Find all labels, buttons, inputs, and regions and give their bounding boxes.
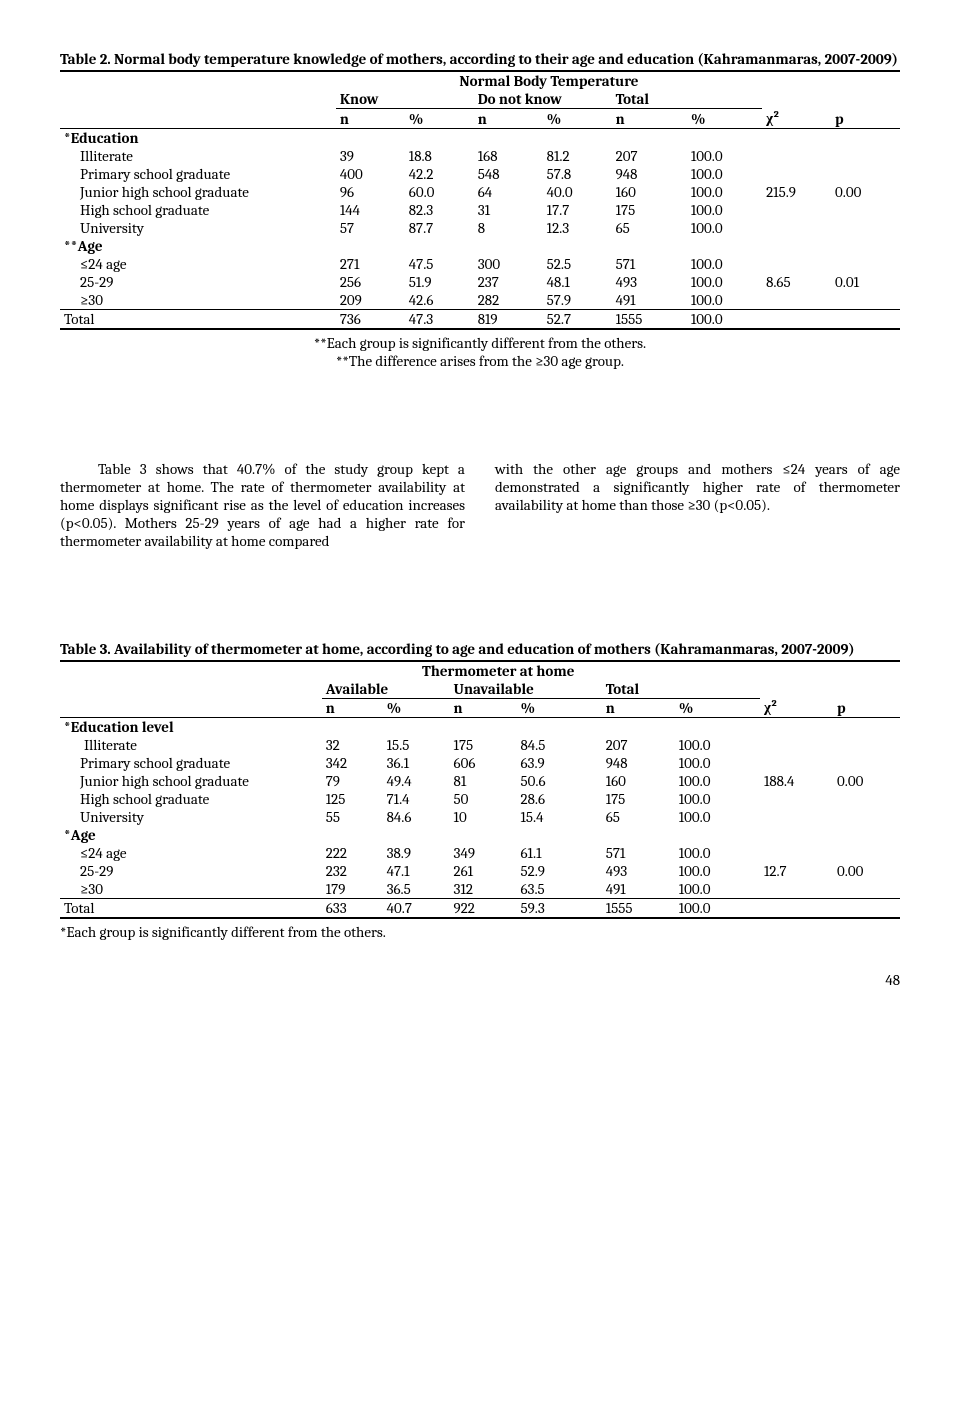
col-chi: χ² (762, 109, 831, 129)
table-row: ≥3017936.531263.5491100.0 (60, 880, 900, 899)
body-right: with the other age groups and mothers ≤2… (495, 460, 900, 550)
table3-group-available: Available (322, 680, 450, 699)
table-row: Illiterate3215.517584.5207100.0 (60, 736, 900, 754)
table2-group-know: Know (336, 90, 474, 109)
table3-group-total: Total (602, 680, 760, 699)
col-pct: % (405, 109, 474, 129)
col-pct: % (517, 698, 602, 718)
body-left: Table 3 shows that 40.7% of the study gr… (60, 460, 465, 550)
table-row: University5584.61015.465100.0 (60, 808, 900, 826)
page-number: 48 (60, 971, 900, 989)
table-row: Junior high school graduate7949.48150.61… (60, 772, 900, 790)
table2-group-dontknow: Do not know (474, 90, 612, 109)
table2: Normal Body Temperature Know Do not know… (60, 70, 900, 330)
col-n: n (322, 698, 383, 718)
col-n: n (474, 109, 543, 129)
table-row: Junior high school graduate9660.06440.01… (60, 183, 900, 201)
col-p: p (833, 698, 900, 718)
table3-footnote: *Each group is significantly different f… (60, 923, 900, 941)
col-n: n (336, 109, 405, 129)
table3: Thermometer at home Available Unavailabl… (60, 660, 900, 920)
table-row: High school graduate12571.45028.6175100.… (60, 790, 900, 808)
col-pct: % (687, 109, 762, 129)
col-pct: % (543, 109, 612, 129)
table-row: Primary school graduate40042.254857.8948… (60, 165, 900, 183)
col-p: p (831, 109, 900, 129)
table3-title: Table 3. Availability of thermometer at … (60, 640, 900, 658)
col-chi: χ² (760, 698, 833, 718)
table3-superheader: Thermometer at home (322, 661, 675, 680)
body-text: Table 3 shows that 40.7% of the study gr… (60, 460, 900, 550)
table-row: ≥3020942.628257.9491100.0 (60, 291, 900, 310)
col-n: n (602, 698, 675, 718)
col-pct: % (383, 698, 450, 718)
section-age: **Age (60, 237, 336, 255)
table-row: ≤24 age27147.530052.5571100.0 (60, 255, 900, 273)
table2-title: Table 2. Normal body temperature knowled… (60, 50, 900, 68)
table2-superheader: Normal Body Temperature (336, 71, 762, 90)
col-pct: % (675, 698, 760, 718)
table-row: 25-2925651.923748.1493100.08.650.01 (60, 273, 900, 291)
col-n: n (450, 698, 517, 718)
total-row: Total63340.792259.31555100.0 (60, 899, 900, 919)
table3-group-unavailable: Unavailable (450, 680, 602, 699)
table-row: Primary school graduate34236.160663.9948… (60, 754, 900, 772)
total-row: Total73647.381952.71555100.0 (60, 309, 900, 329)
table-row: ≤24 age22238.934961.1571100.0 (60, 844, 900, 862)
table-row: High school graduate14482.33117.7175100.… (60, 201, 900, 219)
section-education: *Education (60, 128, 336, 147)
col-n: n (612, 109, 687, 129)
table-row: 25-2923247.126152.9493100.012.70.00 (60, 862, 900, 880)
table2-footnote1: **Each group is significantly different … (60, 334, 900, 352)
section-age: *Age (60, 826, 322, 844)
table2-footnote2: **The difference arises from the ≥30 age… (60, 352, 900, 370)
section-education: *Education level (60, 718, 322, 737)
table2-group-total: Total (612, 90, 762, 109)
table-row: University5787.7812.365100.0 (60, 219, 900, 237)
table-row: Illiterate3918.816881.2207100.0 (60, 147, 900, 165)
